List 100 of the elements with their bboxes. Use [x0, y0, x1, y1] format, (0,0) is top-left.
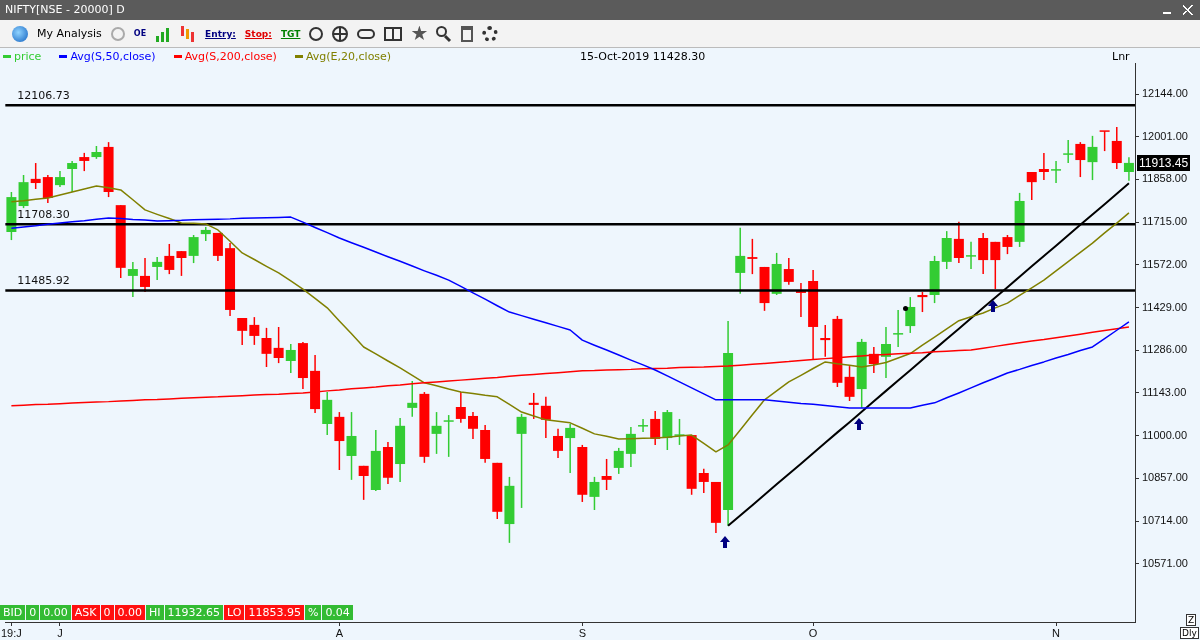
candlestick [212, 232, 223, 262]
y-tick-label: 10571.00 [1142, 556, 1188, 569]
y-tick-label: 10857.00 [1142, 471, 1188, 484]
candlestick [917, 291, 928, 313]
text: Z [1186, 614, 1197, 626]
text: TGT [280, 28, 301, 39]
candlestick [625, 426, 636, 468]
candlestick [1123, 156, 1134, 182]
legend-label: Avg(S,200,close) [184, 50, 277, 63]
y-tick-label: 12001.00 [1142, 129, 1188, 142]
candlestick [443, 414, 454, 458]
annotation: 11853.95 [245, 605, 304, 620]
x-tick-label: 19:J [1, 626, 22, 639]
text: My Analysis [37, 27, 102, 40]
candlestick [176, 250, 187, 277]
annotation: % [304, 605, 322, 620]
candlestick [358, 465, 369, 501]
candlestick [1002, 234, 1013, 255]
candlestick [249, 316, 260, 346]
candlestick [346, 411, 357, 481]
x-tick-label: S [578, 626, 586, 639]
y-tick-label: 11000.00 [1142, 428, 1188, 441]
annotation: 0.04 [322, 605, 353, 620]
candlestick [783, 257, 794, 286]
y-tick-label: 11429.00 [1142, 300, 1188, 313]
ref-line-label: 11708.30 [17, 207, 70, 221]
candlestick [747, 238, 758, 275]
candlestick [613, 447, 624, 475]
text: Stop: [244, 28, 272, 39]
candlestick [540, 396, 551, 439]
candlestick [553, 428, 564, 459]
candlestick [1075, 141, 1086, 178]
candlestick [1051, 160, 1062, 184]
candlestick [1026, 171, 1037, 201]
candlestick [990, 241, 1001, 290]
text: OE [133, 29, 147, 38]
annotation: 0 [26, 605, 40, 620]
candlestick [164, 243, 175, 275]
candlestick [431, 411, 442, 455]
candlestick [698, 468, 709, 494]
candlestick [30, 162, 41, 190]
annotation: 0 [100, 605, 114, 620]
candlestick [735, 227, 746, 295]
annotation: BID [0, 605, 26, 620]
ref-line-label: 12106.73 [17, 88, 70, 102]
x-tick-label: N [1052, 626, 1061, 639]
candlestick [650, 410, 661, 446]
candlestick [638, 418, 649, 433]
x-tick-label: J [57, 626, 63, 639]
annotation: ASK [71, 605, 100, 620]
candlestick [966, 241, 977, 270]
y-tick-label: 11286.00 [1142, 343, 1188, 356]
y-tick-label: 12144.00 [1142, 87, 1188, 100]
candlestick [455, 391, 466, 424]
candlestick [528, 392, 539, 420]
candlestick [285, 343, 296, 374]
candlestick [79, 152, 90, 172]
x-tick-label: A [335, 626, 344, 639]
legend-label: Avg(S,50,close) [70, 50, 156, 63]
candlestick [188, 234, 199, 264]
text: Dly [1180, 627, 1199, 639]
annotation: 0.00 [40, 605, 71, 620]
annotation: 11932.65 [164, 605, 224, 620]
text: 15-Oct-2019 11428.30 [580, 50, 706, 63]
candlestick [565, 423, 576, 474]
text: 11913.45 [1137, 155, 1191, 171]
candlestick [516, 413, 527, 509]
annotation: 0.00 [114, 605, 145, 620]
candlestick [237, 317, 248, 346]
annotation: HI [146, 605, 164, 620]
candlestick [67, 160, 78, 193]
ref-line-label: 11485.92 [17, 273, 70, 287]
candlestick [1099, 130, 1110, 152]
legend-label: Avg(E,20,close) [305, 50, 392, 63]
y-tick-label: 11858.00 [1142, 172, 1188, 185]
candlestick [18, 174, 29, 209]
candlestick [880, 326, 891, 379]
text: Lnr [1112, 50, 1130, 63]
x-tick-label: O [808, 626, 818, 639]
candlestick [152, 256, 163, 281]
candlestick [407, 380, 418, 418]
candlestick [127, 261, 138, 298]
candlestick [1063, 139, 1074, 164]
text: Entry: [205, 28, 236, 39]
y-tick-label: 11143.00 [1142, 386, 1187, 398]
chart-title: NIFTY[NSE - 20000] D [5, 3, 125, 16]
candlestick [589, 476, 600, 511]
candlestick [1111, 126, 1122, 170]
y-tick-label: 11715.00 [1142, 215, 1188, 228]
legend-label: price [14, 50, 42, 63]
candlestick [953, 221, 964, 264]
candlestick [1038, 152, 1049, 181]
annotation: LO [224, 605, 245, 620]
candlestick [273, 326, 284, 364]
candlestick [978, 232, 989, 275]
candlestick [261, 327, 272, 368]
candlestick [467, 411, 478, 440]
y-tick-label: 10714.00 [1142, 514, 1188, 527]
candlestick [42, 174, 53, 204]
candlestick [601, 458, 612, 491]
